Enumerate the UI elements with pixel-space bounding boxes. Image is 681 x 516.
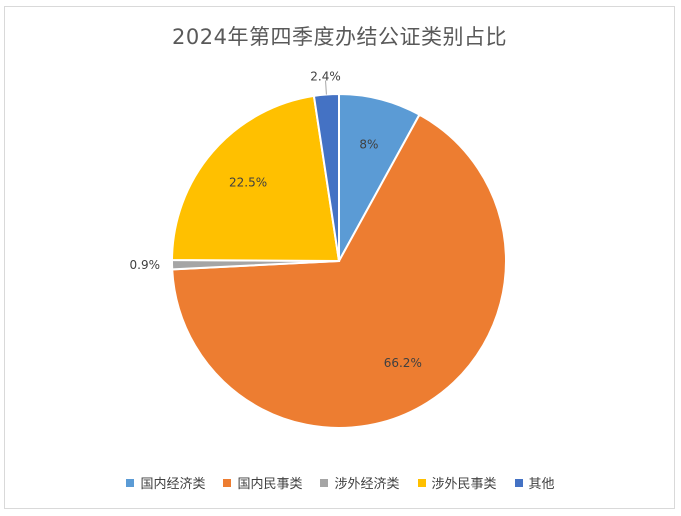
legend-label-other: 其他 <box>528 477 555 492</box>
legend-swatch-domestic-economic <box>126 478 135 487</box>
chart-title: 2024年第四季度办结公证类别占比 <box>172 25 507 49</box>
data-label-foreign-civil: 22.5% <box>229 175 267 189</box>
legend-label-domestic-economic: 国内经济类 <box>140 477 206 492</box>
pie-slice-domestic-civil <box>171 113 507 429</box>
legend-label-domestic-civil: 国内民事类 <box>237 477 303 492</box>
legend-swatch-foreign-economic <box>320 478 329 487</box>
data-label-domestic-economic: 8% <box>359 138 378 152</box>
legend-item-domestic-civil: 国内民事类 <box>223 473 302 492</box>
legend-item-foreign-economic: 涉外经济类 <box>320 473 400 492</box>
legend-label-foreign-civil: 涉外民事类 <box>431 477 497 492</box>
data-label-foreign-economic: 0.9% <box>130 258 161 272</box>
data-label-other: 2.4% <box>310 70 341 84</box>
pie-slice-foreign-civil <box>170 94 341 263</box>
legend-item-foreign-civil: 涉外民事类 <box>417 473 497 492</box>
legend-swatch-foreign-civil <box>417 478 426 487</box>
legend-swatch-other <box>514 478 523 487</box>
legend: 国内经济类 国内民事类 涉外经济类 涉外民事类 其他 <box>0 473 681 492</box>
data-label-domestic-civil: 66.2% <box>384 356 422 370</box>
legend-item-other: 其他 <box>514 473 555 492</box>
leader-line-other <box>325 80 327 95</box>
legend-swatch-domestic-civil <box>223 478 232 487</box>
legend-label-foreign-economic: 涉外经济类 <box>334 477 400 492</box>
legend-item-domestic-economic: 国内经济类 <box>126 473 205 492</box>
